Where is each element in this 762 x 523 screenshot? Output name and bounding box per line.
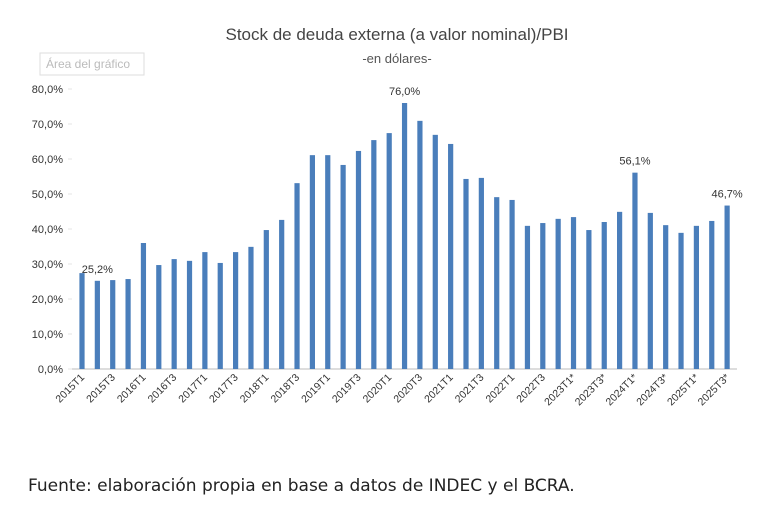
bar	[186, 260, 193, 369]
bar	[140, 243, 147, 369]
x-tick-label: 2024T3*	[634, 372, 671, 409]
value-label: 46,7%	[712, 189, 743, 201]
bar	[79, 273, 85, 369]
x-tick-label: 2023T3*	[573, 372, 610, 409]
x-tick-label: 2025T3*	[696, 372, 733, 409]
bar	[586, 230, 592, 369]
y-tick-label: 0,0%	[38, 364, 63, 376]
x-tick-label: 2021T1	[422, 372, 456, 406]
bar	[570, 217, 577, 369]
bar	[110, 280, 116, 369]
y-tick-label: 70,0%	[32, 119, 63, 131]
x-tick-label: 2020T1	[361, 372, 395, 406]
bar	[601, 222, 607, 369]
y-tick-label: 60,0%	[32, 154, 63, 166]
x-tick-label: 2022T1	[484, 372, 518, 406]
bar	[94, 280, 100, 369]
bar	[494, 197, 500, 369]
bar	[125, 279, 131, 369]
chart-title: Stock de deuda externa (a valor nominal)…	[225, 25, 568, 44]
x-tick-label: 2015T3	[84, 372, 118, 406]
bar	[663, 225, 669, 369]
x-tick-label: 2017T1	[176, 372, 210, 406]
bar	[371, 140, 377, 369]
x-tick-label: 2018T1	[238, 372, 272, 406]
x-tick-label: 2015T1	[53, 372, 87, 406]
y-tick-label: 20,0%	[32, 294, 63, 306]
bar	[386, 133, 392, 369]
bar	[233, 252, 239, 369]
bar	[309, 155, 315, 369]
x-tick-label: 2016T1	[115, 372, 149, 406]
y-tick-label: 10,0%	[32, 329, 63, 341]
bar	[417, 120, 423, 369]
bar	[540, 223, 546, 369]
bar	[171, 259, 177, 369]
chart-subtitle: -en dólares-	[362, 51, 431, 66]
x-tick-label: 2019T1	[299, 372, 333, 406]
tooltip-box	[39, 52, 145, 76]
source-note: Fuente: elaboración propia en base a dat…	[28, 476, 575, 496]
chart: Stock de deuda externa (a valor nominal)…	[32, 25, 743, 409]
bar	[555, 218, 561, 369]
x-tick-label: 2016T3	[146, 372, 180, 406]
bar	[448, 143, 454, 369]
y-tick-label: 80,0%	[32, 84, 63, 96]
bar	[617, 211, 623, 369]
bar	[463, 178, 469, 369]
x-tick-label: 2024T1*	[604, 372, 641, 409]
bar	[294, 183, 300, 369]
y-tick-label: 30,0%	[32, 259, 63, 271]
x-tick-label: 2019T3	[330, 372, 364, 406]
bar	[724, 205, 730, 369]
bar	[325, 155, 331, 369]
x-tick-label: 2021T3	[453, 372, 487, 406]
bar	[279, 219, 285, 369]
bar	[401, 103, 408, 369]
x-tick-label: 2023T1*	[542, 372, 579, 409]
bar	[432, 134, 438, 369]
value-label: 56,1%	[619, 156, 650, 168]
bar	[632, 172, 638, 369]
bar	[509, 199, 515, 369]
x-tick-label: 2025T1*	[665, 372, 702, 409]
bar	[202, 252, 208, 369]
bar	[263, 230, 269, 369]
bar	[217, 262, 223, 369]
bar	[678, 232, 684, 369]
y-tick-label: 50,0%	[32, 189, 63, 201]
bar	[524, 225, 531, 369]
value-label: 76,0%	[389, 86, 420, 98]
bar	[156, 265, 162, 369]
bar	[647, 212, 653, 369]
tooltip: Área del gráfico	[46, 56, 130, 71]
x-tick-label: 2020T3	[391, 372, 425, 406]
y-tick-label: 40,0%	[32, 224, 63, 236]
bar	[709, 220, 715, 369]
bar	[340, 164, 346, 369]
bar	[355, 150, 362, 369]
x-tick-label: 2017T3	[207, 372, 241, 406]
value-label: 25,2%	[82, 264, 113, 276]
bar	[693, 225, 699, 369]
bar	[478, 177, 484, 369]
x-tick-label: 2018T3	[268, 372, 302, 406]
bar	[248, 246, 254, 369]
